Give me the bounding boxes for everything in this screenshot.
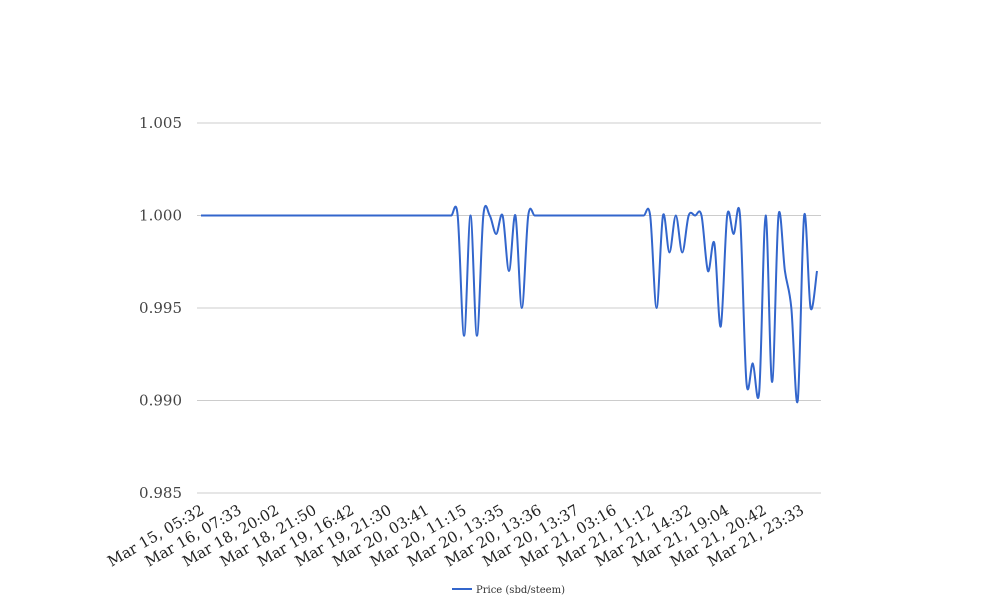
legend: Price (sbd/steem) — [452, 585, 565, 596]
series-layer — [201, 204, 818, 404]
y-tick-label: 1.000 — [139, 207, 182, 225]
y-axis-ticks: 0.985 0.990 0.995 1.000 1.005 — [139, 114, 182, 502]
y-tick-label: 0.990 — [139, 392, 182, 410]
series-line — [201, 204, 818, 404]
y-tick-label: 0.985 — [139, 484, 182, 502]
y-tick-label: 0.995 — [139, 299, 182, 317]
legend-label: Price (sbd/steem) — [476, 585, 565, 596]
gridlines — [197, 122, 821, 494]
y-tick-label: 1.005 — [139, 114, 182, 132]
